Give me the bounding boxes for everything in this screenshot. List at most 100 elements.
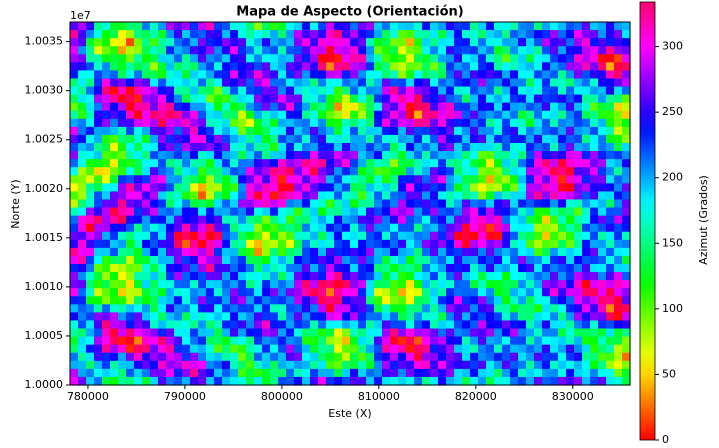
raster-cell xyxy=(574,312,583,321)
raster-cell xyxy=(382,288,391,297)
raster-cell xyxy=(622,167,631,176)
raster-cell xyxy=(334,280,343,289)
raster-cell xyxy=(566,183,575,192)
raster-cell xyxy=(334,199,343,208)
raster-cell xyxy=(566,256,575,265)
raster-cell xyxy=(278,143,287,152)
raster-cell xyxy=(134,248,143,257)
raster-cell xyxy=(94,345,103,354)
raster-cell xyxy=(358,30,367,39)
raster-cell xyxy=(558,345,567,354)
raster-cell xyxy=(126,135,135,144)
raster-cell xyxy=(406,232,415,241)
raster-cell xyxy=(150,361,159,370)
raster-cell xyxy=(110,337,119,346)
raster-cell xyxy=(110,264,119,273)
raster-cell xyxy=(310,151,319,160)
raster-cell xyxy=(550,54,559,63)
raster-cell xyxy=(318,320,327,329)
raster-cell xyxy=(350,280,359,289)
raster-cell xyxy=(430,46,439,55)
raster-cell xyxy=(238,353,247,362)
raster-cell xyxy=(510,183,519,192)
raster-cell xyxy=(102,224,111,233)
raster-cell xyxy=(502,183,511,192)
raster-cell xyxy=(502,159,511,168)
raster-cell xyxy=(470,232,479,241)
raster-cell xyxy=(126,353,135,362)
raster-cell xyxy=(566,248,575,257)
raster-cell xyxy=(86,312,95,321)
raster-cell xyxy=(222,353,231,362)
raster-cell xyxy=(622,272,631,281)
raster-cell xyxy=(278,353,287,362)
raster-cell xyxy=(246,256,255,265)
raster-cell xyxy=(174,175,183,184)
raster-cell xyxy=(158,256,167,265)
raster-cell xyxy=(110,151,119,160)
raster-cell xyxy=(622,377,631,386)
raster-cell xyxy=(142,78,151,87)
raster-cell xyxy=(518,175,527,184)
raster-cell xyxy=(278,103,287,112)
raster-cell xyxy=(110,361,119,370)
raster-cell xyxy=(350,135,359,144)
raster-cell xyxy=(494,111,503,120)
raster-cell xyxy=(430,167,439,176)
raster-cell xyxy=(222,159,231,168)
raster-cell xyxy=(270,87,279,96)
raster-cell xyxy=(134,232,143,241)
raster-cell xyxy=(126,361,135,370)
raster-cell xyxy=(550,320,559,329)
raster-cell xyxy=(406,377,415,386)
raster-cell xyxy=(86,143,95,152)
raster-cell xyxy=(86,30,95,39)
raster-cell xyxy=(358,216,367,225)
raster-cell xyxy=(214,54,223,63)
raster-cell xyxy=(190,119,199,128)
raster-cell xyxy=(182,183,191,192)
raster-cell xyxy=(518,199,527,208)
raster-cell xyxy=(134,280,143,289)
raster-cell xyxy=(374,46,383,55)
raster-cell xyxy=(446,240,455,249)
raster-cell xyxy=(470,87,479,96)
raster-cell xyxy=(78,87,87,96)
raster-cell xyxy=(70,369,79,378)
raster-cell xyxy=(470,208,479,217)
raster-cell xyxy=(222,232,231,241)
raster-cell xyxy=(174,369,183,378)
raster-cell xyxy=(446,167,455,176)
raster-cell xyxy=(126,280,135,289)
raster-cell xyxy=(582,30,591,39)
raster-cell xyxy=(446,38,455,47)
raster-cell xyxy=(310,296,319,305)
raster-cell xyxy=(326,87,335,96)
raster-cell xyxy=(214,345,223,354)
raster-cell xyxy=(382,304,391,313)
raster-cell xyxy=(550,272,559,281)
raster-cell xyxy=(430,54,439,63)
raster-cell xyxy=(134,119,143,128)
raster-cell xyxy=(590,70,599,79)
raster-cell xyxy=(190,369,199,378)
raster-cell xyxy=(598,337,607,346)
raster-cell xyxy=(246,345,255,354)
raster-cell xyxy=(414,208,423,217)
raster-cell xyxy=(206,312,215,321)
raster-cell xyxy=(302,62,311,71)
raster-cell xyxy=(478,248,487,257)
raster-cell xyxy=(262,296,271,305)
raster-cell xyxy=(150,312,159,321)
raster-cell xyxy=(542,216,551,225)
raster-cell xyxy=(598,127,607,136)
raster-cell xyxy=(286,46,295,55)
raster-cell xyxy=(102,296,111,305)
raster-cell xyxy=(190,280,199,289)
raster-cell xyxy=(518,337,527,346)
raster-cell xyxy=(134,62,143,71)
raster-cell xyxy=(350,78,359,87)
raster-cell xyxy=(582,127,591,136)
raster-cell xyxy=(566,377,575,386)
raster-cell xyxy=(278,70,287,79)
